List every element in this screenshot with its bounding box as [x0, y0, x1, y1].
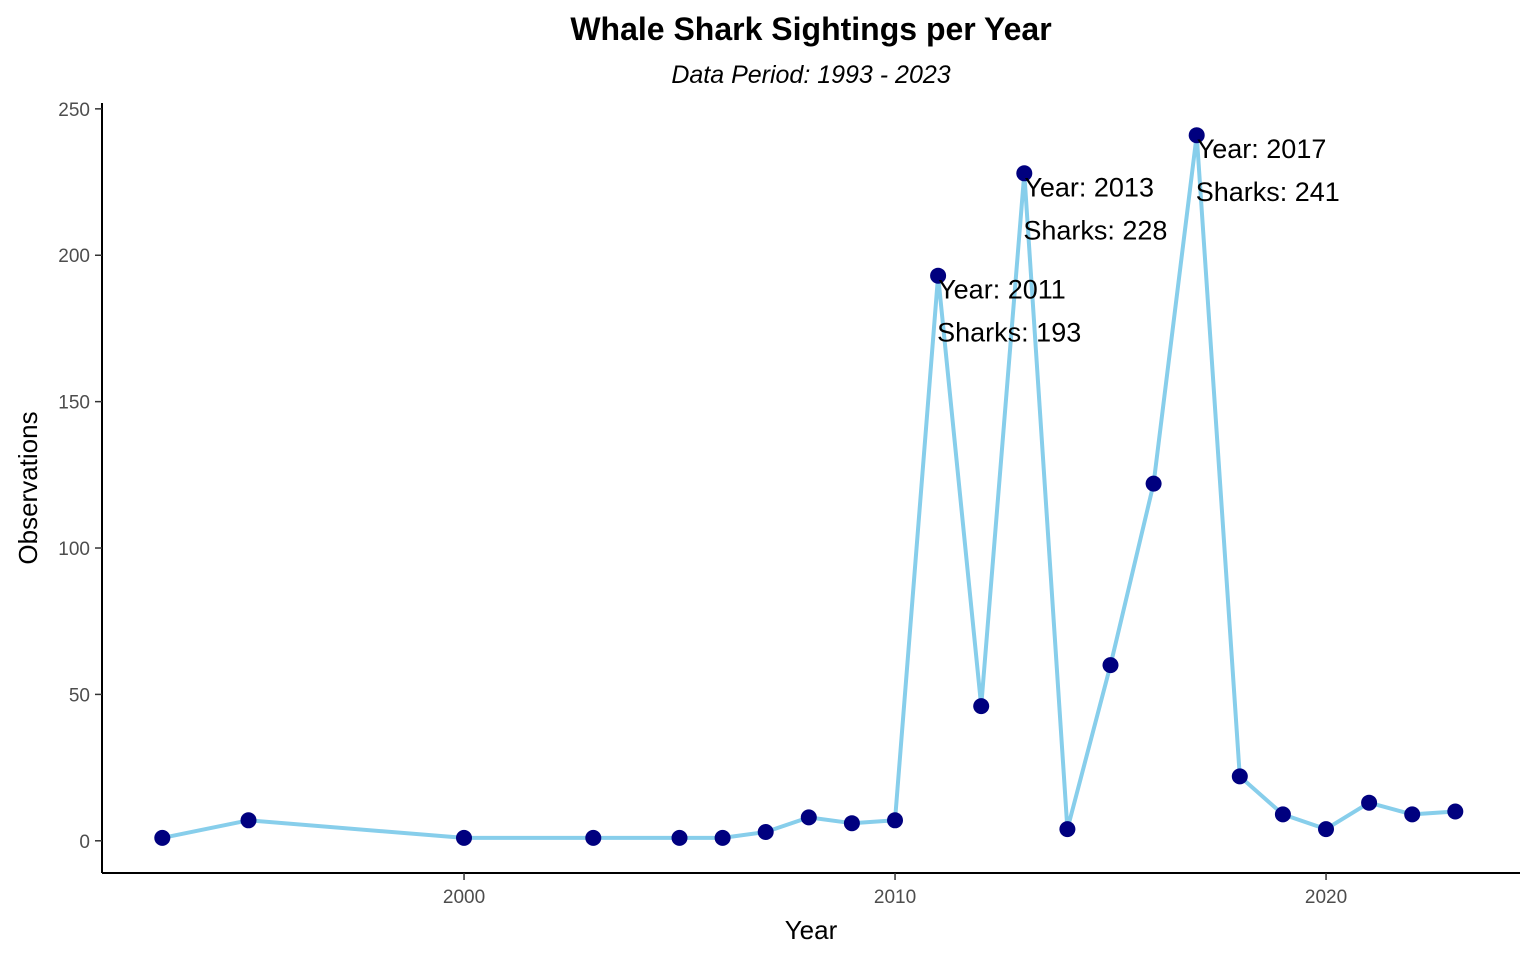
y-axis-title: Observations	[13, 411, 43, 564]
y-tick-label: 50	[69, 685, 90, 706]
data-point	[887, 812, 903, 829]
data-point	[1059, 821, 1076, 838]
data-point	[585, 829, 602, 846]
x-tick-label: 2010	[874, 887, 916, 908]
annotation-year-label: Year: 2013	[1024, 172, 1154, 202]
annotation-year-label: Year: 2011	[938, 275, 1066, 305]
annotation-sharks-label: Sharks: 193	[937, 318, 1081, 348]
x-axis-title: Year	[785, 915, 838, 945]
data-point	[240, 812, 257, 829]
data-point	[843, 815, 860, 832]
annotation-year-label: Year: 2017	[1197, 134, 1327, 164]
data-point	[800, 809, 817, 826]
x-tick-label: 2000	[443, 887, 485, 908]
data-point	[1361, 794, 1378, 811]
data-point	[757, 824, 774, 840]
x-tick-label: 2020	[1305, 887, 1347, 908]
data-point	[714, 829, 731, 846]
data-point	[930, 267, 947, 284]
y-tick-label: 100	[58, 539, 90, 560]
chart-subtitle: Data Period: 1993 - 2023	[671, 61, 950, 89]
data-point	[1404, 806, 1421, 823]
y-tick-label: 0	[79, 832, 90, 853]
data-point	[1016, 165, 1033, 182]
data-point	[456, 829, 472, 846]
data-point	[1447, 803, 1464, 820]
annotation-sharks-label: Sharks: 241	[1196, 177, 1340, 207]
data-point	[1231, 768, 1248, 785]
data-point	[1102, 657, 1119, 674]
data-point	[671, 829, 688, 846]
y-tick-label: 200	[58, 246, 90, 267]
data-point	[154, 829, 171, 846]
chart-title: Whale Shark Sightings per Year	[570, 11, 1051, 47]
data-point	[1145, 475, 1162, 492]
data-point	[1318, 821, 1334, 838]
annotation-sharks-label: Sharks: 228	[1023, 215, 1167, 245]
y-tick-label: 250	[58, 100, 90, 121]
data-point	[1188, 127, 1205, 144]
data-point	[1274, 806, 1291, 823]
plot-area: 0 50 100 150 200 250 2000 2010 2020 Year: 2011 Sha…	[58, 100, 1520, 908]
y-tick-label: 150	[58, 393, 90, 414]
series-line	[160, 133, 1458, 840]
data-point	[973, 698, 990, 715]
